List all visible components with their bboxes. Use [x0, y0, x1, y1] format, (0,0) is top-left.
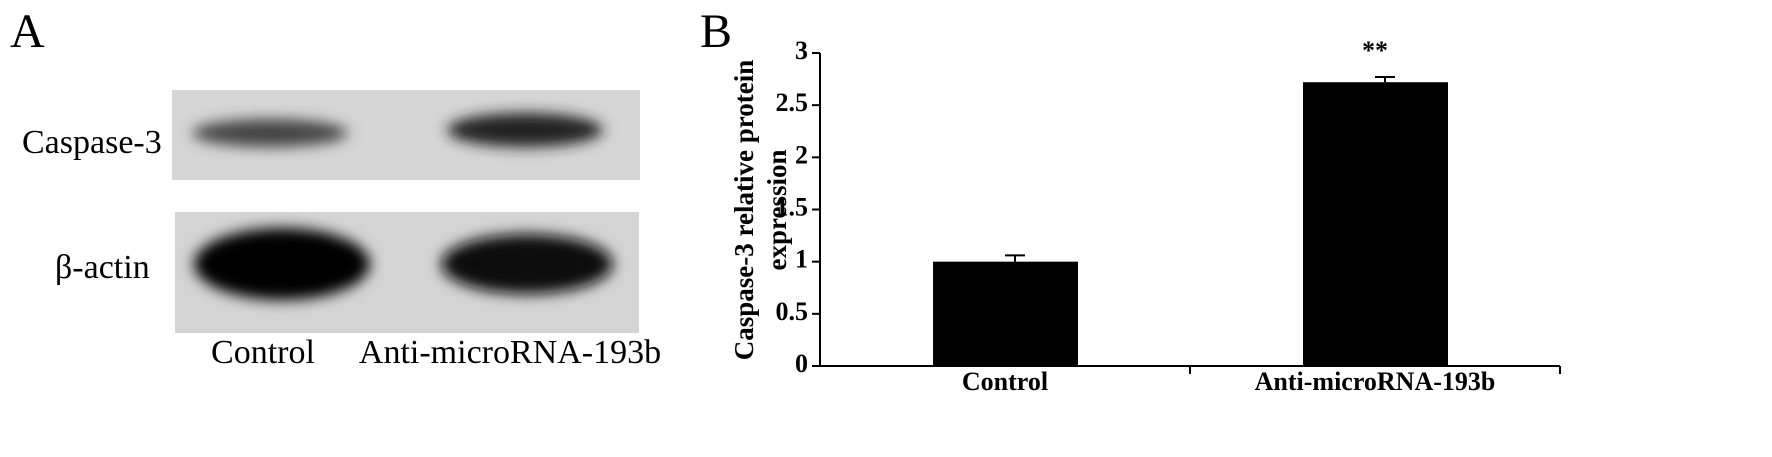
bar: [1303, 82, 1448, 367]
y-tick-label: 2: [795, 140, 808, 169]
y-axis-label: Caspase-3 relative protein: [729, 60, 759, 360]
blot-band: [441, 234, 613, 294]
x-tick-label: Anti-microRNA-193b: [1255, 367, 1496, 396]
panel-a: A Caspase-3 β-actin Control Anti-microRN…: [10, 5, 661, 371]
row-label: β-actin: [55, 249, 150, 286]
y-tick-label: 3: [795, 36, 808, 65]
y-axis-label: expression: [762, 149, 792, 270]
lane-label: Anti-microRNA-193b: [359, 334, 661, 371]
panel-b: B Caspase-3 relative protein expression …: [700, 5, 1561, 396]
blot-band: [192, 119, 348, 147]
y-tick-label: 1.5: [776, 192, 809, 221]
significance-label: **: [1362, 36, 1388, 65]
row-label: Caspase-3: [22, 124, 162, 161]
y-tick-label: 1: [795, 245, 808, 274]
y-tick-label: 0: [795, 349, 808, 378]
panel-label: B: [700, 5, 732, 58]
y-tick-label: 2.5: [776, 88, 809, 117]
panel-label: A: [10, 5, 45, 58]
blot-band: [447, 113, 603, 147]
blot-band: [194, 228, 370, 300]
x-tick-label: Control: [962, 367, 1048, 396]
lane-label: Control: [211, 334, 315, 371]
y-tick-label: 0.5: [776, 297, 809, 326]
bar: [933, 261, 1078, 366]
